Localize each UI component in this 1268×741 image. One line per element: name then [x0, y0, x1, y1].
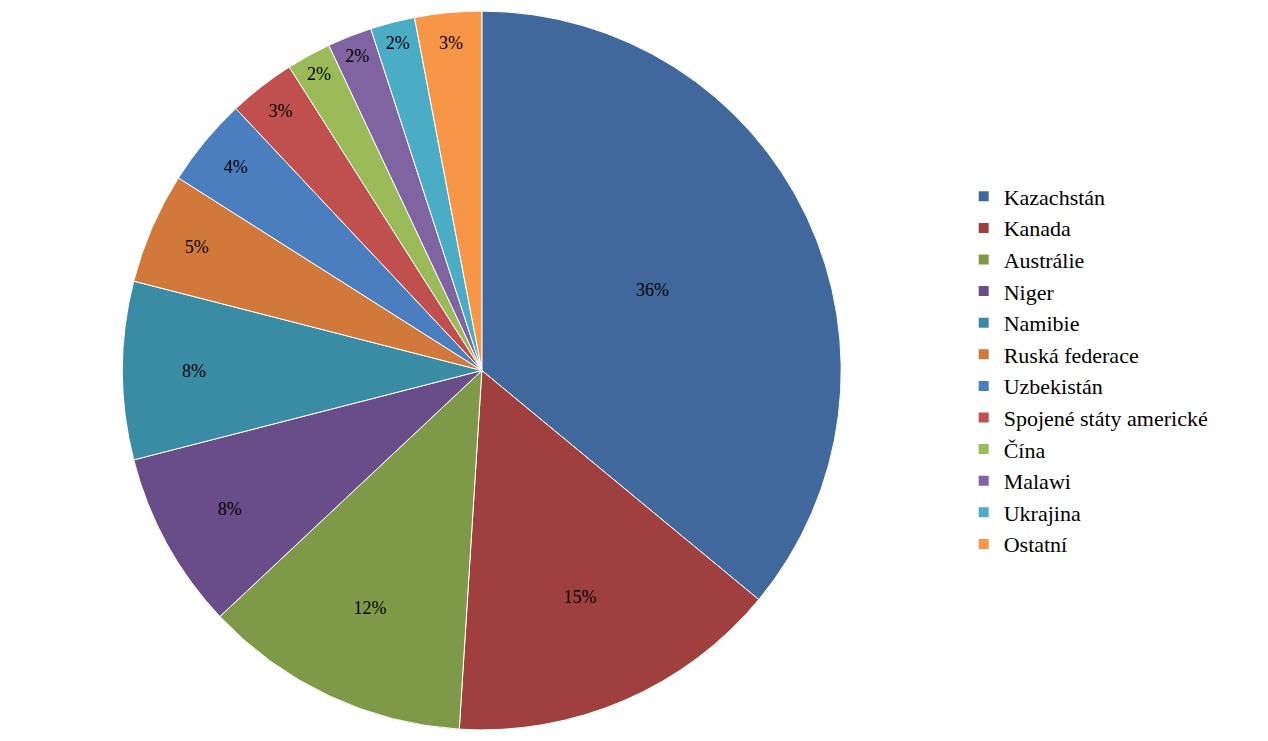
svg-text:Ukrajina: Ukrajina	[1004, 501, 1081, 526]
svg-text:Čína: Čína	[1004, 438, 1046, 463]
svg-text:Ostatní: Ostatní	[1004, 532, 1068, 557]
svg-text:Spojené státy americké: Spojené státy americké	[1004, 406, 1208, 431]
svg-text:Kanada: Kanada	[1004, 216, 1071, 241]
svg-text:8%: 8%	[218, 499, 242, 519]
svg-text:15%: 15%	[564, 587, 597, 607]
svg-text:3%: 3%	[269, 101, 293, 121]
svg-text:4%: 4%	[224, 157, 248, 177]
svg-text:12%: 12%	[353, 598, 386, 618]
svg-text:36%: 36%	[636, 280, 669, 300]
svg-text:Niger: Niger	[1004, 280, 1055, 305]
svg-text:Malawi: Malawi	[1004, 469, 1071, 494]
svg-text:8%: 8%	[182, 361, 206, 381]
svg-text:Austrálie: Austrálie	[1004, 248, 1085, 273]
svg-text:Ruská federace: Ruská federace	[1004, 343, 1139, 368]
svg-text:Namibie: Namibie	[1004, 311, 1080, 336]
svg-text:2%: 2%	[345, 46, 369, 66]
svg-text:Kazachstán: Kazachstán	[1004, 185, 1105, 210]
svg-text:Uzbekistán: Uzbekistán	[1004, 374, 1103, 399]
svg-text:5%: 5%	[185, 237, 209, 257]
svg-text:3%: 3%	[439, 33, 463, 53]
svg-text:2%: 2%	[386, 33, 410, 53]
svg-text:2%: 2%	[307, 64, 331, 84]
